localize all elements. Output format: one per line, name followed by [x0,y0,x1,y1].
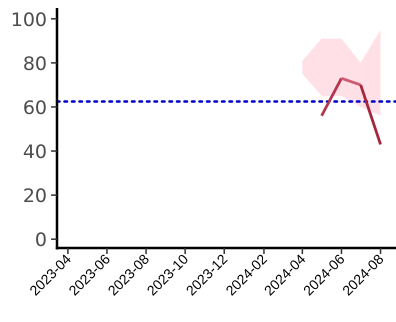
x-tick-label-2024-08: 2024-08 [339,251,387,299]
y-tick-label-40: 40 [23,141,47,163]
series-layer [320,76,382,145]
x-tick-label-2023-10: 2023-10 [144,251,192,299]
x-tick-label-2023-12: 2023-12 [183,251,231,299]
series-0-segment-2 [359,84,382,145]
x-tick-label-2023-08: 2023-08 [105,251,153,299]
series-0-segment-1 [341,76,362,87]
y-tick-label-20: 20 [23,185,47,207]
y-tick-label-60: 60 [23,97,47,119]
y-tick-label-80: 80 [23,53,47,75]
y-tick-label-100: 100 [11,9,47,31]
y-tick-label-0: 0 [35,229,47,251]
confidence-band [302,29,381,116]
confidence-band-layer [302,29,381,116]
x-tick-label-2024-06: 2024-06 [300,251,348,299]
x-tick-label-2024-04: 2024-04 [261,251,309,299]
x-tick-label-2023-06: 2023-06 [65,251,113,299]
x-tick-label-2023-04: 2023-04 [26,251,74,299]
x-tick-label-2024-02: 2024-02 [222,251,270,299]
series-0-segment-0 [320,77,343,117]
